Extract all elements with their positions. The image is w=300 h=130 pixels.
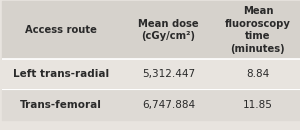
Text: Access route: Access route bbox=[25, 25, 97, 35]
Bar bbox=[2, 1, 300, 59]
Text: 6,747.884: 6,747.884 bbox=[142, 100, 195, 110]
Text: Left trans-radial: Left trans-radial bbox=[13, 69, 109, 79]
Bar bbox=[2, 89, 300, 120]
Text: Mean dose
(cGy/cm²): Mean dose (cGy/cm²) bbox=[138, 19, 199, 41]
Bar bbox=[2, 59, 300, 89]
Text: 11.85: 11.85 bbox=[243, 100, 273, 110]
Text: 8.84: 8.84 bbox=[246, 69, 269, 79]
Text: Mean
fluoroscopy
time
(minutes): Mean fluoroscopy time (minutes) bbox=[225, 6, 291, 54]
Text: Trans-femoral: Trans-femoral bbox=[20, 100, 102, 110]
Text: 5,312.447: 5,312.447 bbox=[142, 69, 195, 79]
